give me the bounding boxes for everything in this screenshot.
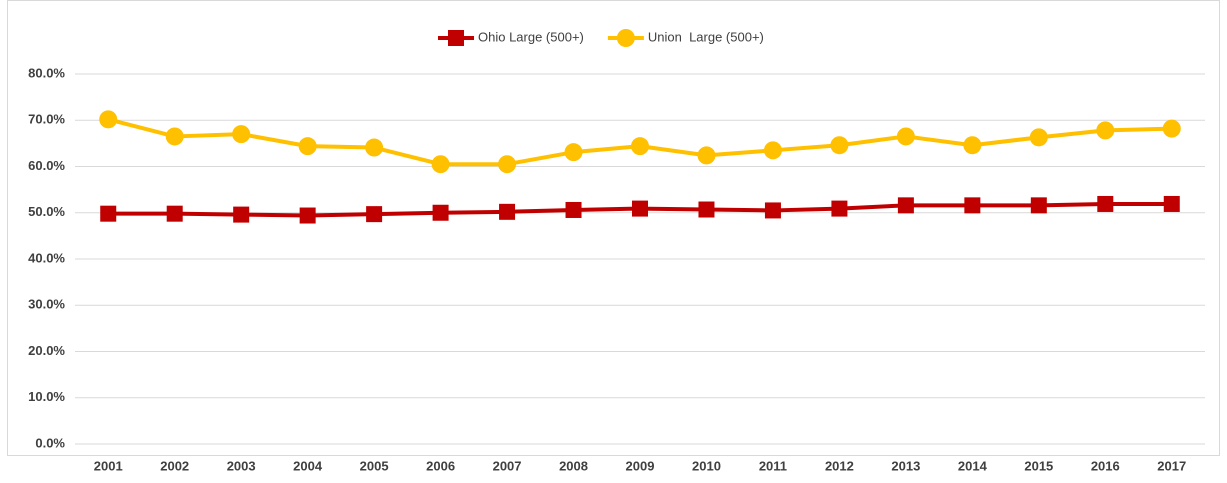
x-tick-label: 2014 xyxy=(958,458,988,473)
data-point xyxy=(698,201,715,218)
data-point xyxy=(963,136,982,155)
x-tick-label: 2010 xyxy=(692,458,721,473)
x-tick-label: 2002 xyxy=(160,458,189,473)
data-point xyxy=(1162,119,1181,138)
data-point xyxy=(632,200,648,217)
y-tick-label: 30.0% xyxy=(28,297,65,312)
x-tick-label: 2005 xyxy=(360,458,389,473)
data-point xyxy=(432,204,449,221)
x-tick-label: 2012 xyxy=(825,458,854,473)
data-point xyxy=(1097,195,1114,212)
data-point xyxy=(99,110,118,129)
x-tick-label: 2016 xyxy=(1091,458,1120,473)
x-tick-label: 2006 xyxy=(426,458,455,473)
data-point xyxy=(165,127,184,146)
y-tick-label: 70.0% xyxy=(28,112,65,127)
x-tick-label: 2009 xyxy=(626,458,655,473)
y-tick-label: 0.0% xyxy=(35,435,65,450)
data-point xyxy=(233,206,250,223)
data-point xyxy=(499,203,516,220)
data-point xyxy=(831,200,848,217)
y-tick-label: 60.0% xyxy=(28,158,65,173)
x-tick-label: 2011 xyxy=(759,458,787,473)
y-tick-label: 10.0% xyxy=(28,389,65,404)
y-tick-label: 20.0% xyxy=(28,343,65,358)
x-tick-label: 2015 xyxy=(1024,458,1053,473)
data-point xyxy=(498,155,517,174)
data-point xyxy=(1096,121,1115,140)
data-point xyxy=(431,155,450,174)
data-point xyxy=(366,206,383,223)
legend-label: Union Large (500+) xyxy=(648,29,764,44)
legend-label: Ohio Large (500+) xyxy=(478,29,584,44)
x-tick-label: 2008 xyxy=(559,458,588,473)
data-point xyxy=(565,201,582,218)
data-point xyxy=(897,197,914,214)
x-tick-label: 2013 xyxy=(891,458,920,473)
y-tick-label: 40.0% xyxy=(28,250,65,265)
data-point xyxy=(1029,128,1048,147)
data-point xyxy=(763,141,782,160)
y-tick-label: 80.0% xyxy=(28,65,65,80)
x-tick-label: 2001 xyxy=(94,458,123,473)
data-point xyxy=(631,137,649,156)
data-point xyxy=(1163,195,1180,212)
data-point xyxy=(100,205,117,222)
data-point xyxy=(365,138,384,157)
legend-marker xyxy=(616,29,635,47)
data-point xyxy=(697,146,716,165)
legend-marker xyxy=(448,30,464,46)
data-point xyxy=(830,136,849,155)
y-tick-label: 50.0% xyxy=(28,204,65,219)
data-point xyxy=(1030,197,1047,214)
chart-border xyxy=(7,0,1220,456)
x-tick-label: 2003 xyxy=(227,458,256,473)
data-point xyxy=(564,143,583,162)
data-point xyxy=(166,205,183,222)
data-point xyxy=(232,125,251,144)
x-tick-label: 2004 xyxy=(293,458,323,473)
data-point xyxy=(764,202,781,219)
x-tick-label: 2017 xyxy=(1157,458,1186,473)
data-point xyxy=(964,197,981,214)
data-point xyxy=(299,207,316,224)
x-tick-label: 2007 xyxy=(493,458,522,473)
data-point xyxy=(298,137,317,156)
data-point xyxy=(896,127,915,146)
